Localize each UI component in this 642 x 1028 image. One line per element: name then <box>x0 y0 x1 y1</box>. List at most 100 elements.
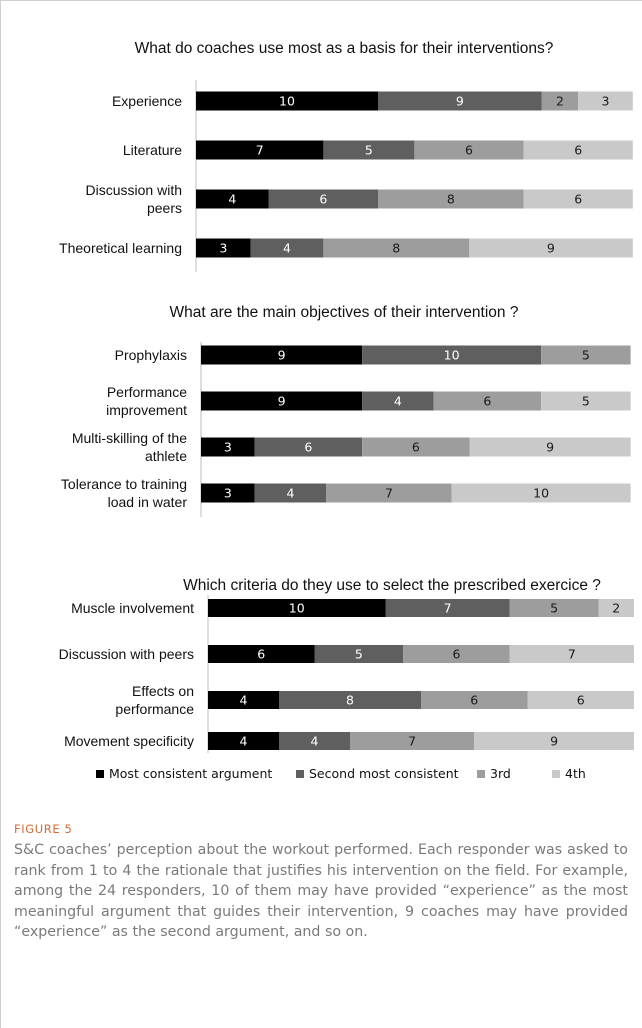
chart-3-data-label: 4 <box>240 693 248 708</box>
chart-3-category-label: Muscle involvement <box>71 600 194 616</box>
chart-3-data-label: 9 <box>550 734 558 749</box>
chart-3-bar-second-most-consistent <box>314 645 404 663</box>
chart-2-data-label: 3 <box>224 440 232 455</box>
chart-3-category-label: Discussion with peers <box>59 646 194 662</box>
chart-2-bar-most-consistent <box>201 391 363 411</box>
chart-3-data-label: 7 <box>408 734 416 749</box>
chart-1-data-label: 2 <box>556 94 564 109</box>
chart-3-data-label: 7 <box>568 647 576 662</box>
chart-2-bar-second-most-consistent <box>254 437 363 457</box>
chart-1-data-label: 5 <box>365 143 373 158</box>
chart-1-bar-4th <box>523 189 633 209</box>
chart-3-data-label: 2 <box>612 601 620 616</box>
chart-3-data-label: 6 <box>577 693 585 708</box>
chart-1-data-label: 4 <box>283 241 291 256</box>
chart-1-data-label: 10 <box>279 94 295 109</box>
chart-1-bar-3rd <box>541 91 579 111</box>
chart-1-bar-4th <box>578 91 633 111</box>
chart-2-data-label: 4 <box>394 394 402 409</box>
chart-1-bar-most-consistent <box>196 238 251 258</box>
chart-2-data-label: 7 <box>385 486 393 501</box>
chart-2-bar-most-consistent <box>201 483 255 503</box>
chart-2-category-label: Tolerance to training <box>61 476 187 492</box>
chart-3-bar-most-consistent <box>208 645 315 663</box>
chart-2-bar-4th <box>469 437 631 457</box>
chart-3-bar-most-consistent <box>208 691 279 709</box>
chart-2-bar-3rd <box>541 345 631 365</box>
legend-swatch-most-consistent <box>96 770 104 778</box>
chart-3-data-label: 6 <box>470 693 478 708</box>
figure-frame-top-border <box>0 0 642 1</box>
chart-1-data-label: 6 <box>574 192 582 207</box>
chart-1-title: What do coaches use most as a basis for … <box>135 40 554 57</box>
legend-swatch-3rd <box>477 770 485 778</box>
chart-2-bar-second-most-consistent <box>362 345 542 365</box>
legend-label-most-consistent: Most consistent argument <box>109 766 273 781</box>
chart-2-data-label: 10 <box>533 486 549 501</box>
chart-2-category-label: Performance <box>107 384 187 400</box>
chart-1-category-label: Discussion with <box>86 182 182 198</box>
chart-1-data-label: 7 <box>256 143 264 158</box>
chart-1-category-label: Literature <box>123 142 182 158</box>
chart-3-bar-second-most-consistent <box>279 732 350 750</box>
figure-frame-left-border <box>0 0 1 1028</box>
chart-3-bar-3rd <box>403 645 510 663</box>
chart-3-bar-second-most-consistent <box>385 599 510 617</box>
chart-1-data-label: 3 <box>602 94 610 109</box>
chart-2-data-label: 3 <box>224 486 232 501</box>
chart-1-bar-3rd <box>414 140 524 160</box>
chart-2-bar-4th <box>541 391 631 411</box>
chart-3-data-label: 6 <box>257 647 265 662</box>
chart-2-data-label: 6 <box>483 394 491 409</box>
chart-3-data-label: 10 <box>289 601 305 616</box>
chart-2-bar-most-consistent <box>201 437 255 457</box>
chart-3-bar-4th <box>509 645 634 663</box>
chart-3-data-label: 4 <box>311 734 319 749</box>
chart-1-bar-most-consistent <box>196 91 378 111</box>
chart-2-category-label: Multi-skilling of the <box>72 430 187 446</box>
chart-3-data-label: 5 <box>355 647 363 662</box>
chart-2-data-label: 10 <box>444 348 460 363</box>
legend-swatch-second-most-consistent <box>296 770 304 778</box>
chart-3-bar-3rd <box>350 732 475 750</box>
chart-1-data-label: 4 <box>228 192 236 207</box>
chart-1-bar-4th <box>469 238 633 258</box>
chart-2-category-label: load in water <box>108 494 188 510</box>
chart-1-bar-second-most-consistent <box>268 189 378 209</box>
chart-2-bar-second-most-consistent <box>362 391 434 411</box>
chart-1-bar-3rd <box>378 189 524 209</box>
chart-legend: Most consistent argument Second most con… <box>96 766 636 784</box>
legend-item-4th: 4th <box>552 766 586 781</box>
chart-3-category-label: Movement specificity <box>64 733 194 749</box>
chart-2-bar-3rd <box>362 437 470 457</box>
legend-swatch-4th <box>552 770 560 778</box>
chart-2-bar-most-consistent <box>201 345 363 365</box>
chart-2-data-label: 6 <box>304 440 312 455</box>
chart-2-data-label: 9 <box>278 348 286 363</box>
chart-2-category-label: Prophylaxis <box>115 347 187 363</box>
chart-3-data-label: 5 <box>550 601 558 616</box>
chart-1-bar-second-most-consistent <box>378 91 542 111</box>
chart-1-bar-4th <box>523 140 633 160</box>
chart-1-bar-second-most-consistent <box>250 238 324 258</box>
legend-item-most-consistent: Most consistent argument <box>96 766 272 781</box>
stacked-bar-charts: What do coaches use most as a basis for … <box>59 40 634 753</box>
chart-1-bar-3rd <box>323 238 469 258</box>
legend-item-second-most-consistent: Second most consistent <box>296 766 459 781</box>
chart-1-bar-most-consistent <box>196 189 269 209</box>
chart-1-data-label: 6 <box>574 143 582 158</box>
chart-1-category-label: Theoretical learning <box>59 240 182 256</box>
chart-2-category-label: athlete <box>145 448 187 464</box>
legend-item-3rd: 3rd <box>477 766 511 781</box>
chart-1-data-label: 6 <box>319 192 327 207</box>
chart-3-data-label: 4 <box>240 734 248 749</box>
chart-2-data-label: 9 <box>546 440 554 455</box>
chart-1-category-label: Experience <box>112 93 182 109</box>
chart-3-bar-3rd <box>421 691 528 709</box>
chart-1-data-label: 9 <box>456 94 464 109</box>
legend-label-4th: 4th <box>565 766 586 781</box>
chart-2-category-label: improvement <box>106 402 187 418</box>
chart-1-bar-most-consistent <box>196 140 324 160</box>
chart-1-bar-second-most-consistent <box>323 140 415 160</box>
chart-3-data-label: 6 <box>453 647 461 662</box>
